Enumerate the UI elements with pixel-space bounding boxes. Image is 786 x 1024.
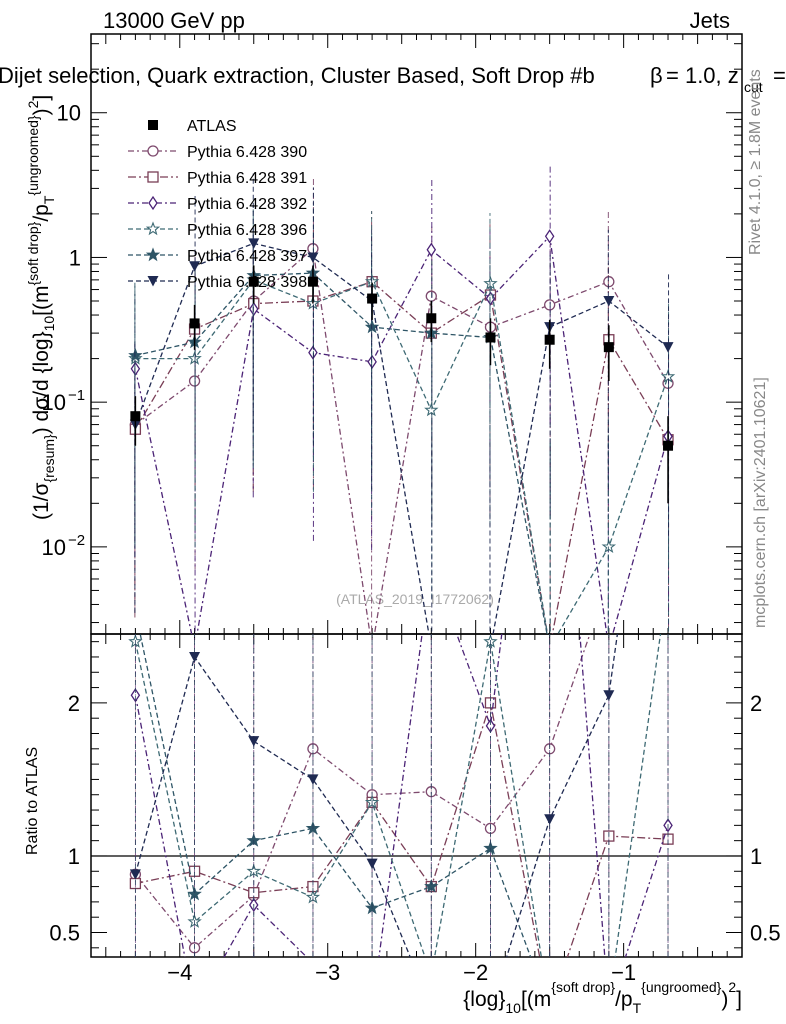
series-line-p396: [135, 279, 669, 634]
data-point-p398: [189, 261, 201, 272]
data-point-atlas: [663, 440, 674, 451]
mc-error-bars-p397: [134, 202, 670, 632]
selection-label: Dijet selection, Quark extraction, Clust…: [0, 63, 595, 88]
ratio-y-tick-label: 2: [68, 691, 80, 716]
y-tick-label: 10: [42, 535, 66, 560]
legend-label-p391: Pythia 6.428 391: [187, 170, 307, 187]
ratio-series-layer: [128, 634, 674, 957]
data-point-atlas: [426, 313, 437, 324]
legend-marker-p391: [147, 171, 159, 183]
ratio-line-p391: [135, 702, 669, 957]
data-point-atlas: [130, 411, 141, 422]
zcut-equals: =: [773, 63, 786, 88]
svg-text:{log}10[(m{soft drop}/pT{ungro: {log}10[(m{soft drop}/pT{ungroomed})2]: [463, 979, 742, 1016]
beta-symbol: β: [650, 63, 663, 88]
energy-label: 13000 GeV pp: [103, 8, 245, 33]
ratio-plot-frame: [90, 633, 743, 958]
mc-error-bars-p390: [134, 178, 670, 632]
rivet-label: Rivet 4.1.0, ≥ 1.8M events: [747, 69, 764, 255]
ratio-line-p392: [134, 634, 669, 957]
ratio-line-p390: [134, 634, 591, 949]
y-tick-label: 10: [57, 101, 81, 126]
analysis-watermark: (ATLAS_2019_I1772062): [336, 591, 494, 607]
ratio-y-tick-label: 1: [68, 844, 80, 869]
ratio-point-p398: [366, 858, 378, 870]
x-tick-label: −3: [315, 960, 340, 985]
y-tick-label: 10: [42, 390, 66, 415]
ratio-y-tick-label: 0.5: [49, 921, 80, 946]
data-point-atlas: [189, 318, 200, 329]
data-point-atlas: [248, 276, 259, 287]
ratio-y-tick-label-right: 2: [750, 691, 762, 716]
data-point-p396: [660, 369, 676, 383]
legend-label-p397: Pythia 6.428 397: [187, 248, 307, 265]
data-point-p398: [662, 342, 674, 353]
data-point-p392: [544, 229, 555, 244]
x-tick-label: −1: [611, 960, 636, 985]
series-line-p391: [134, 280, 669, 634]
process-label: Jets: [690, 8, 730, 33]
legend-label-p398: Pythia 6.428 398: [187, 274, 307, 291]
legend-label-p392: Pythia 6.428 392: [187, 196, 307, 213]
series-line-p392: [134, 234, 669, 634]
x-tick-label: −2: [463, 960, 488, 985]
legend: ATLAS Pythia 6.428 390 Pythia 6.428 391 Pyt…: [128, 118, 307, 291]
ratio-y-axis-title: Ratio to ATLAS: [24, 747, 41, 855]
data-point-atlas: [367, 293, 378, 304]
legend-marker-p398: [147, 276, 159, 287]
legend-marker-p397: [145, 247, 161, 262]
legend-label-p390: Pythia 6.428 390: [187, 144, 307, 161]
ratio-y-tick-label-right: 0.5: [750, 921, 781, 946]
x-tick-label: −4: [167, 960, 192, 985]
legend-marker-data: [148, 120, 158, 130]
series-line-p398: [134, 242, 669, 634]
ratio-line-p398: [134, 634, 619, 957]
legend-marker-p390: [147, 145, 159, 157]
data-point-p392: [426, 242, 437, 257]
data-point-atlas: [603, 342, 614, 353]
data-point-atlas: [485, 332, 496, 343]
mc-error-bars-p398: [134, 173, 670, 632]
ratio-line-p397: [139, 634, 532, 957]
x-axis-title: {log}10[(m{soft drop}/pT{ungroomed})2]: [463, 979, 742, 1016]
data-point-p398: [307, 252, 319, 263]
ratio-line-p396: [134, 634, 662, 957]
y-tick-exponent: −2: [68, 532, 85, 549]
ratio-point-p398: [603, 690, 615, 701]
mcplots-label: mcplots.cern.ch [arXiv:2401.10621]: [752, 377, 769, 628]
legend-label-p396: Pythia 6.428 396: [187, 222, 307, 239]
beta-text: = 1.0, z: [666, 63, 739, 88]
data-point-atlas: [307, 276, 318, 287]
legend-marker-p392: [148, 195, 158, 211]
series-line-p397: [135, 272, 548, 634]
ratio-y-tick-label-right: 1: [750, 844, 762, 869]
main-y-axis-title: (1/σ{resum}) dσ/d {log}10[(m{soft drop}/…: [25, 95, 57, 520]
legend-label-data: ATLAS: [187, 118, 237, 135]
svg-text:(1/σ{resum}) dσ/d {log}10[(m{s: (1/σ{resum}) dσ/d {log}10[(m{soft drop}/…: [25, 95, 57, 520]
zcut-subscript: cut: [744, 79, 763, 95]
main-series-layer: [128, 166, 676, 634]
data-point-atlas: [544, 334, 555, 345]
y-tick-exponent: −1: [68, 387, 85, 404]
data-point-p396: [483, 276, 498, 290]
y-tick-label: 1: [69, 245, 81, 270]
ratio-point-p398: [248, 736, 260, 747]
data-point-p398: [248, 238, 260, 249]
mc-error-bars-p396: [134, 209, 670, 632]
data-point-p398: [603, 296, 615, 307]
data-point-p397: [128, 347, 143, 362]
legend-marker-p396: [145, 221, 161, 236]
